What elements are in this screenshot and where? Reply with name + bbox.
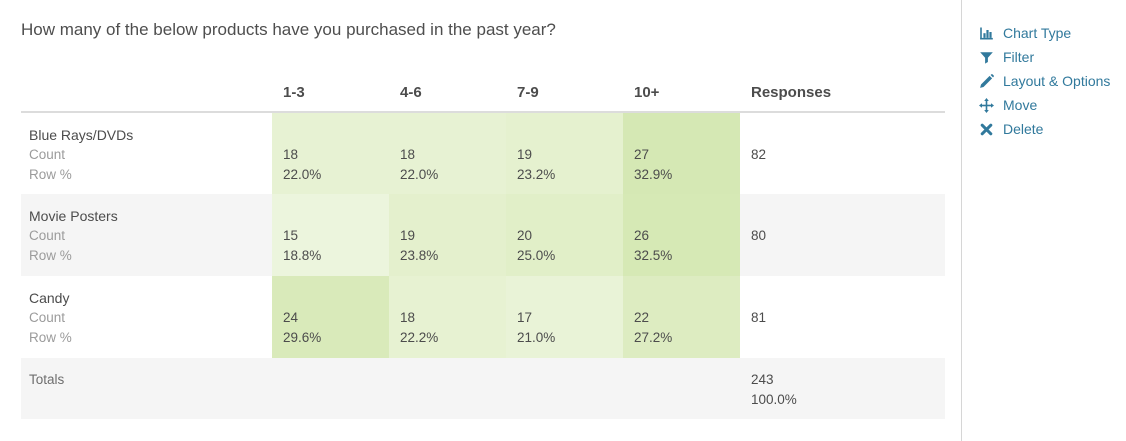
cell-count: 19 [517, 147, 533, 162]
responses-cell: 82 [740, 112, 945, 194]
delete-icon [979, 122, 994, 137]
cell-count: 17 [517, 310, 533, 325]
cell-percent: 27.2% [634, 330, 673, 345]
cell-percent: 18.8% [283, 248, 322, 263]
table-row: Blue Rays/DVDs Count Row % 18 22.0% 18 2… [21, 112, 945, 194]
row-pct-label: Row % [29, 167, 72, 182]
heat-cell: 24 29.6% [272, 276, 389, 358]
panel-divider [961, 0, 962, 441]
menu-item-label: Delete [1003, 121, 1044, 137]
totals-responses-percent: 100.0% [751, 392, 797, 407]
heat-cell: 18 22.0% [389, 112, 506, 194]
responses-cell: 81 [740, 276, 945, 358]
column-header-7-9: 7-9 [506, 42, 623, 113]
cell-count: 26 [634, 228, 650, 243]
cell-percent: 23.8% [400, 248, 439, 263]
count-label: Count [29, 147, 66, 162]
heat-cell: 15 18.8% [272, 194, 389, 276]
row-pct-label: Row % [29, 248, 72, 263]
row-label-cell: Blue Rays/DVDs Count Row % [21, 112, 272, 194]
cell-percent: 32.9% [634, 167, 673, 182]
totals-row: Totals 243 100.0% [21, 358, 945, 419]
responses-count: 81 [751, 310, 767, 325]
heat-cell: 27 32.9% [623, 112, 740, 194]
totals-empty-cell [389, 358, 506, 419]
question-title: How many of the below products have you … [21, 20, 556, 39]
heat-cell: 19 23.2% [506, 112, 623, 194]
column-header-responses: Responses [740, 42, 945, 113]
responses-cell: 80 [740, 194, 945, 276]
product-name: Blue Rays/DVDs [29, 127, 134, 143]
row-label-cell: Candy Count Row % [21, 276, 272, 358]
menu-item-label: Layout & Options [1003, 73, 1111, 89]
cell-count: 27 [634, 147, 650, 162]
pencil-icon [979, 73, 994, 89]
cell-percent: 23.2% [517, 167, 556, 182]
element-action-menu: Chart Type Filter Layout & Options [979, 21, 1110, 141]
filter-menu-item[interactable]: Filter [979, 45, 1110, 69]
responses-count: 82 [751, 147, 767, 162]
totals-responses-count: 243 [751, 372, 774, 387]
cell-percent: 32.5% [634, 248, 673, 263]
cell-count: 24 [283, 310, 299, 325]
heat-cell: 19 23.8% [389, 194, 506, 276]
totals-empty-cell [272, 358, 389, 419]
cell-percent: 22.2% [400, 330, 439, 345]
cell-percent: 21.0% [517, 330, 556, 345]
product-name: Movie Posters [29, 208, 118, 224]
cell-count: 22 [634, 310, 650, 325]
heat-cell: 22 27.2% [623, 276, 740, 358]
menu-item-label: Filter [1003, 49, 1035, 65]
menu-item-label: Chart Type [1003, 25, 1072, 41]
row-pct-label: Row % [29, 330, 72, 345]
cell-count: 18 [283, 147, 299, 162]
layout-options-menu-item[interactable]: Layout & Options [979, 69, 1110, 93]
column-header-1-3: 1-3 [272, 42, 389, 113]
totals-empty-cell [506, 358, 623, 419]
cell-count: 20 [517, 228, 533, 243]
heat-cell: 18 22.0% [272, 112, 389, 194]
row-label-cell: Movie Posters Count Row % [21, 194, 272, 276]
cell-percent: 25.0% [517, 248, 556, 263]
heat-cell: 26 32.5% [623, 194, 740, 276]
totals-responses-cell: 243 100.0% [740, 358, 945, 419]
heat-cell: 18 22.2% [389, 276, 506, 358]
chart-type-menu-item[interactable]: Chart Type [979, 21, 1110, 45]
count-label: Count [29, 310, 66, 325]
header-empty [21, 42, 272, 113]
cell-percent: 22.0% [400, 167, 439, 182]
filter-icon [979, 50, 994, 65]
cell-count: 18 [400, 310, 416, 325]
header-row: 1-3 4-6 7-9 10+ Responses [21, 42, 945, 113]
column-header-4-6: 4-6 [389, 42, 506, 113]
heat-cell: 20 25.0% [506, 194, 623, 276]
table-row: Movie Posters Count Row % 15 18.8% 19 23… [21, 194, 945, 276]
cell-percent: 22.0% [283, 167, 322, 182]
column-header-10plus: 10+ [623, 42, 740, 113]
cell-count: 18 [400, 147, 416, 162]
table-row: Candy Count Row % 24 29.6% 18 22.2% 17 [21, 276, 945, 358]
totals-empty-cell [623, 358, 740, 419]
responses-count: 80 [751, 228, 767, 243]
move-menu-item[interactable]: Move [979, 93, 1110, 117]
count-label: Count [29, 228, 66, 243]
question-report-element: How many of the below products have you … [21, 20, 945, 419]
move-icon [979, 97, 994, 113]
totals-label: Totals [21, 358, 272, 419]
cell-percent: 29.6% [283, 330, 322, 345]
product-name: Candy [29, 290, 70, 306]
cell-count: 19 [400, 228, 416, 243]
heat-cell: 17 21.0% [506, 276, 623, 358]
cell-count: 15 [283, 228, 299, 243]
results-table: 1-3 4-6 7-9 10+ Responses Blue Rays/DVDs… [21, 42, 945, 419]
menu-item-label: Move [1003, 97, 1038, 113]
delete-menu-item[interactable]: Delete [979, 117, 1110, 141]
bar-chart-icon [979, 26, 994, 41]
